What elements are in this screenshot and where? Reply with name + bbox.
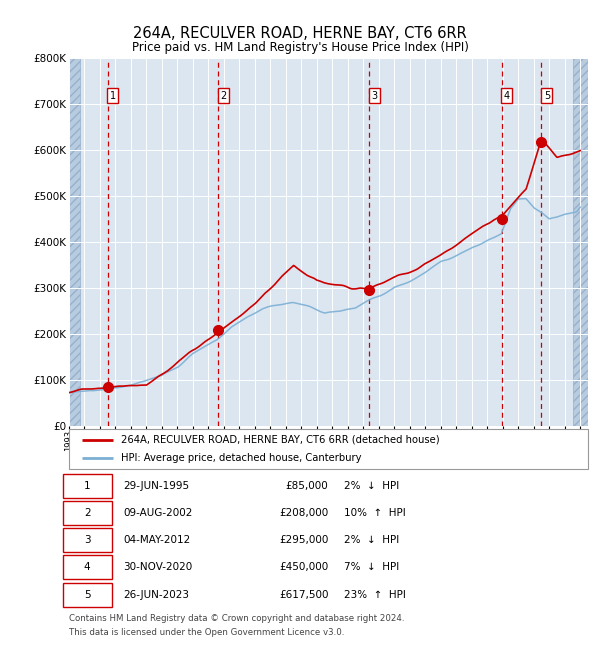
Text: 5: 5: [84, 590, 91, 600]
Text: 2%  ↓  HPI: 2% ↓ HPI: [344, 535, 400, 545]
Text: 5: 5: [544, 91, 550, 101]
Text: 10%  ↑  HPI: 10% ↑ HPI: [344, 508, 406, 518]
FancyBboxPatch shape: [63, 583, 112, 606]
Text: £85,000: £85,000: [286, 480, 329, 491]
Text: 2%  ↓  HPI: 2% ↓ HPI: [344, 480, 400, 491]
Text: 2: 2: [84, 508, 91, 518]
Text: 7%  ↓  HPI: 7% ↓ HPI: [344, 562, 400, 573]
Text: This data is licensed under the Open Government Licence v3.0.: This data is licensed under the Open Gov…: [69, 628, 344, 637]
Text: £617,500: £617,500: [279, 590, 329, 600]
FancyBboxPatch shape: [63, 474, 112, 497]
Text: 26-JUN-2023: 26-JUN-2023: [124, 590, 190, 600]
Text: 264A, RECULVER ROAD, HERNE BAY, CT6 6RR (detached house): 264A, RECULVER ROAD, HERNE BAY, CT6 6RR …: [121, 435, 440, 445]
Text: 3: 3: [371, 91, 377, 101]
FancyBboxPatch shape: [63, 556, 112, 579]
Text: 23%  ↑  HPI: 23% ↑ HPI: [344, 590, 406, 600]
Text: £208,000: £208,000: [279, 508, 329, 518]
Text: 30-NOV-2020: 30-NOV-2020: [124, 562, 193, 573]
Text: 04-MAY-2012: 04-MAY-2012: [124, 535, 191, 545]
FancyBboxPatch shape: [63, 528, 112, 552]
Text: HPI: Average price, detached house, Canterbury: HPI: Average price, detached house, Cant…: [121, 454, 361, 463]
Text: £450,000: £450,000: [279, 562, 329, 573]
Text: 4: 4: [84, 562, 91, 573]
FancyBboxPatch shape: [69, 429, 588, 469]
Text: 3: 3: [84, 535, 91, 545]
Text: 09-AUG-2002: 09-AUG-2002: [124, 508, 193, 518]
Text: Contains HM Land Registry data © Crown copyright and database right 2024.: Contains HM Land Registry data © Crown c…: [69, 614, 404, 623]
FancyBboxPatch shape: [63, 501, 112, 525]
Text: £295,000: £295,000: [279, 535, 329, 545]
Text: 4: 4: [504, 91, 510, 101]
Text: 1: 1: [110, 91, 116, 101]
Text: Price paid vs. HM Land Registry's House Price Index (HPI): Price paid vs. HM Land Registry's House …: [131, 41, 469, 54]
Text: 29-JUN-1995: 29-JUN-1995: [124, 480, 190, 491]
Text: 1: 1: [84, 480, 91, 491]
Text: 2: 2: [220, 91, 226, 101]
Text: 264A, RECULVER ROAD, HERNE BAY, CT6 6RR: 264A, RECULVER ROAD, HERNE BAY, CT6 6RR: [133, 26, 467, 41]
